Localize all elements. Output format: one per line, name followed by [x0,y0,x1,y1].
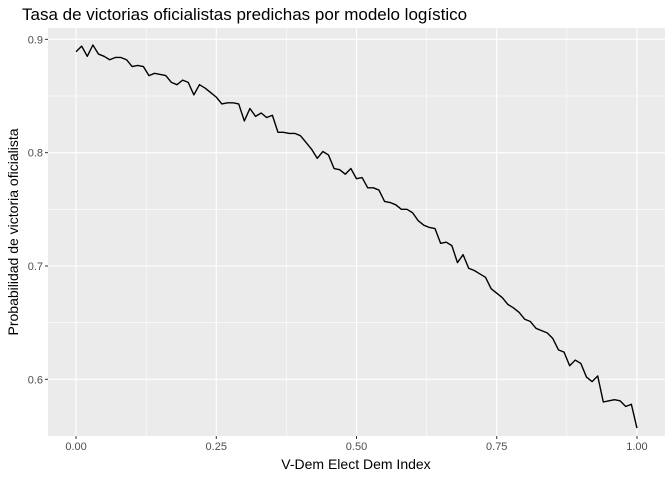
y-tick-label: 0.9 [28,34,43,46]
x-tick-label: 0.50 [346,441,367,453]
y-axis-title: Probabilidad de victoria oficialista [5,128,21,335]
y-tick-label: 0.8 [28,148,43,160]
x-tick-label: 1.00 [626,441,647,453]
x-tick-label: 0.00 [65,441,86,453]
grid-major [48,28,665,436]
y-tick-label: 0.6 [28,374,43,386]
y-axis-ticks: 0.6 0.7 0.8 0.9 [28,34,48,386]
y-tick-label: 0.7 [28,261,43,273]
x-axis-title: V-Dem Elect Dem Index [281,456,430,472]
chart-title: Tasa de victorias oficialistas predichas… [22,5,467,24]
x-axis-ticks: 0.00 0.25 0.50 0.75 1.00 [65,436,648,453]
series-line [75,44,638,429]
x-tick-label: 0.25 [206,441,227,453]
x-tick-label: 0.75 [486,441,507,453]
